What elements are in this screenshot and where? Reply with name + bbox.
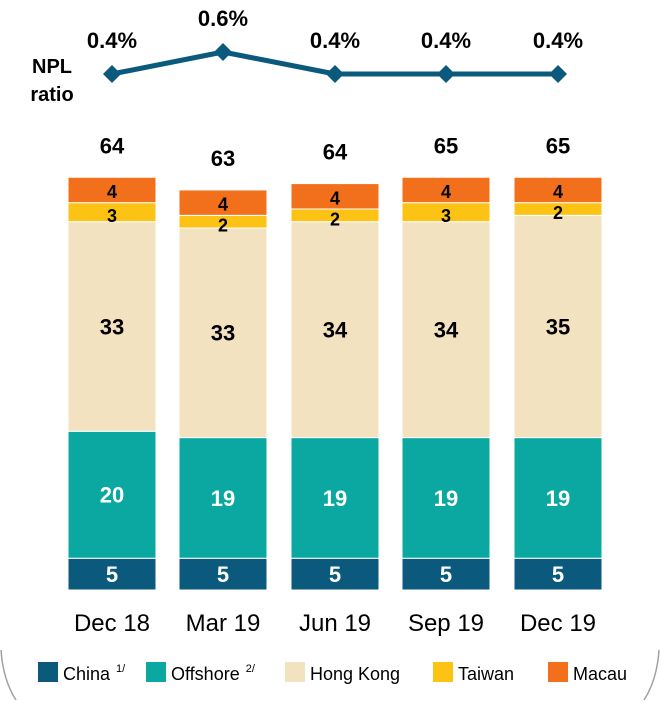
segment-value-label: 5	[106, 562, 118, 587]
segment-value-label: 19	[211, 486, 235, 511]
bar-segment-offshore	[67, 430, 157, 559]
segment-value-label: 33	[211, 321, 235, 346]
segment-value-label: 5	[329, 562, 341, 587]
segment-value-label: 34	[434, 318, 459, 343]
bar-segment-china	[513, 557, 603, 591]
npl-ratio-label-line2: ratio	[30, 84, 73, 106]
npl-ratio-marker	[103, 65, 121, 83]
bar-segment-offshore	[290, 437, 380, 559]
bar-total-label: 63	[211, 146, 235, 171]
legend-footnote-mark: 2/	[246, 663, 256, 675]
bar-segment-hong-kong	[513, 214, 603, 439]
segment-value-label: 4	[441, 182, 451, 202]
bar-segment-macau	[513, 176, 603, 204]
npl-ratio-marker	[214, 43, 232, 61]
bar-segment-macau	[401, 176, 491, 204]
legend-swatch-taiwan	[433, 662, 453, 682]
segment-value-label: 4	[330, 188, 340, 208]
frame-bracket-right	[643, 649, 660, 701]
bar-segment-china	[67, 557, 157, 591]
frame-bracket-left	[0, 649, 17, 701]
segment-value-label: 19	[546, 486, 570, 511]
bar-total-label: 65	[434, 133, 458, 158]
segment-value-label: 5	[552, 562, 564, 587]
legend-swatch-china	[38, 662, 58, 682]
segment-value-label: 2	[553, 203, 563, 223]
npl-ratio-value-label: 0.6%	[198, 6, 248, 31]
npl-ratio-marker	[549, 65, 567, 83]
npl-ratio-value-label: 0.4%	[87, 28, 137, 53]
legend-swatch-offshore	[146, 662, 166, 682]
bar-segment-macau	[290, 183, 380, 210]
segment-value-label: 2	[330, 209, 340, 229]
segment-value-label: 19	[323, 486, 347, 511]
bar-segment-macau	[178, 189, 268, 216]
segment-value-label: 5	[440, 562, 452, 587]
segment-value-label: 4	[218, 195, 228, 215]
segment-value-label: 4	[553, 182, 563, 202]
npl-ratio-value-label: 0.4%	[310, 28, 360, 53]
bar-total-label: 64	[323, 140, 348, 165]
bar-segment-macau	[67, 176, 157, 204]
legend-swatch-macau	[548, 662, 568, 682]
bar-segment-china	[178, 557, 268, 591]
legend-label: Hong Kong	[310, 664, 400, 684]
npl-ratio-value-label: 0.4%	[421, 28, 471, 53]
npl-line-layer: 0.4% 0.6% 0.4% 0.4% 0.4%	[87, 6, 583, 83]
segment-value-label: 19	[434, 486, 458, 511]
bar-segment-hong-kong	[178, 227, 268, 439]
x-tick-label: Sep 19	[408, 610, 484, 637]
segment-value-label: 5	[217, 562, 229, 587]
legend-label: Taiwan	[458, 664, 514, 684]
legend: China 1/Offshore 2/Hong Kong Taiwan Macau	[38, 662, 627, 684]
legend-label: Offshore 2/	[171, 663, 256, 684]
bar-total-label: 64	[100, 133, 125, 158]
bar-total-label: 65	[546, 133, 570, 158]
segment-value-label: 34	[323, 318, 348, 343]
x-tick-label: Dec 19	[520, 610, 596, 637]
x-tick-label: Mar 19	[186, 610, 261, 637]
bar-segment-hong-kong	[401, 221, 491, 439]
segment-value-label: 3	[441, 206, 451, 226]
segment-value-label: 4	[107, 182, 117, 202]
npl-ratio-value-label: 0.4%	[533, 28, 583, 53]
bar-segment-hong-kong	[290, 221, 380, 439]
legend-swatch-hong-kong	[285, 662, 305, 682]
legend-footnote-mark: 1/	[116, 663, 126, 675]
bar-segment-offshore	[178, 437, 268, 559]
legend-label: Macau	[573, 664, 627, 684]
segment-value-label: 2	[218, 216, 228, 236]
npl-ratio-marker	[326, 65, 344, 83]
npl-ratio-label-line1: NPL	[32, 56, 72, 78]
segment-value-label: 20	[100, 483, 124, 508]
legend-label: China 1/	[63, 663, 126, 684]
segment-value-label: 33	[100, 314, 124, 339]
segment-value-label: 3	[107, 206, 117, 226]
bar-segment-offshore	[401, 437, 491, 559]
x-tick-label: Jun 19	[299, 610, 371, 637]
x-tick-label: Dec 18	[74, 610, 150, 637]
segment-value-label: 35	[546, 314, 570, 339]
bar-segment-offshore	[513, 437, 603, 559]
npl-ratio-marker	[437, 65, 455, 83]
